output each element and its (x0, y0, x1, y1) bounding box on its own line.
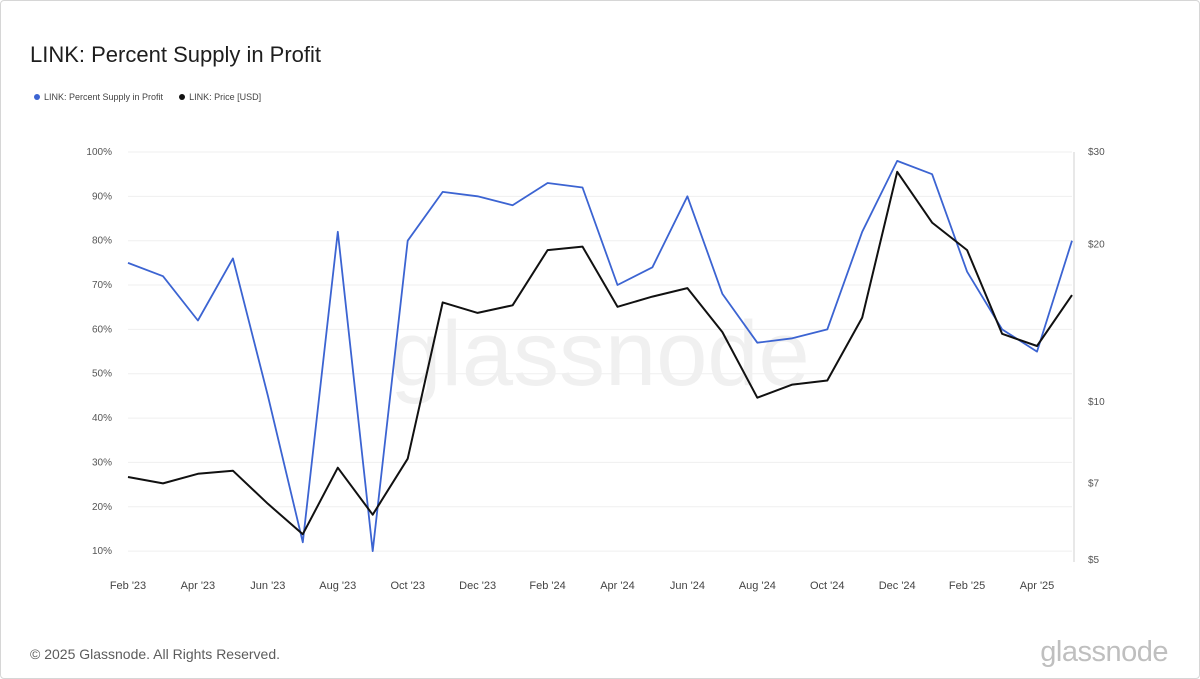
y-left-tick-label: 100% (86, 147, 112, 158)
x-tick-label: Oct '23 (390, 580, 425, 592)
copyright-text: © 2025 Glassnode. All Rights Reserved. (30, 646, 281, 662)
x-tick-label: Oct '24 (810, 580, 845, 592)
x-tick-label: Aug '23 (319, 580, 356, 592)
legend-label-price: LINK: Price [USD] (189, 92, 262, 102)
y-right-tick-label: $5 (1088, 555, 1100, 566)
series-line-price (127, 170, 1073, 536)
y-left-tick-label: 60% (92, 324, 112, 335)
legend-item-price[interactable]: LINK: Price [USD] (179, 92, 261, 102)
x-tick-label: Feb '25 (949, 580, 985, 592)
x-tick-label: Jun '24 (670, 580, 705, 592)
legend-dot-supply (34, 94, 40, 100)
y-left-tick-label: 40% (92, 413, 112, 424)
y-left-tick-label: 50% (92, 369, 112, 380)
series-line-supply-in-profit (127, 160, 1073, 552)
legend-label-supply: LINK: Percent Supply in Profit (44, 92, 164, 102)
x-tick-label: Apr '24 (600, 580, 635, 592)
x-tick-label: Jun '23 (250, 580, 285, 592)
y-right-tick-label: $20 (1088, 239, 1105, 250)
x-tick-label: Feb '23 (110, 580, 146, 592)
legend-dot-price (179, 94, 186, 100)
glassnode-logo: glassnode (1040, 636, 1168, 668)
y-left-tick-label: 20% (92, 502, 112, 513)
y-right-tick-label: $7 (1088, 478, 1100, 489)
legend-item-supply[interactable]: LINK: Percent Supply in Profit (34, 92, 163, 102)
y-left-tick-label: 80% (92, 236, 112, 247)
y-left-tick-label: 30% (92, 457, 112, 468)
y-left-tick-label: 90% (92, 191, 112, 202)
x-tick-label: Dec '23 (459, 580, 496, 592)
y-right-tick-label: $10 (1088, 397, 1105, 408)
y-left-tick-label: 10% (92, 546, 112, 557)
chart-title: LINK: Percent Supply in Profit (30, 42, 322, 67)
x-tick-label: Dec '24 (879, 580, 916, 592)
x-tick-label: Apr '23 (181, 580, 216, 592)
x-tick-label: Feb '24 (529, 580, 565, 592)
y-right-tick-label: $30 (1088, 147, 1105, 158)
chart-legend: LINK: Percent Supply in Profit LINK: Pri… (34, 92, 261, 102)
chart-watermark: glassnode (390, 303, 809, 405)
x-tick-label: Apr '25 (1020, 580, 1055, 592)
x-tick-label: Aug '24 (739, 580, 776, 592)
y-left-tick-label: 70% (92, 280, 112, 291)
